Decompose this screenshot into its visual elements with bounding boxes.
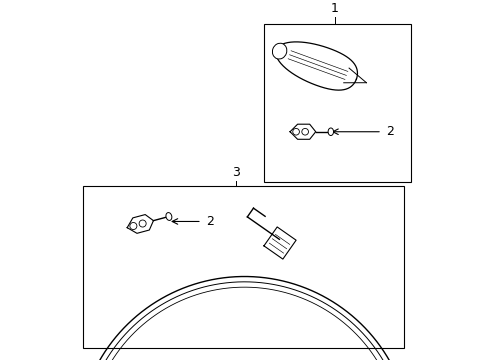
Text: 2: 2 xyxy=(386,125,393,138)
Text: 1: 1 xyxy=(330,3,338,15)
Bar xyxy=(82,186,404,347)
Text: 3: 3 xyxy=(231,166,239,179)
Text: 2: 2 xyxy=(206,215,214,228)
Circle shape xyxy=(130,222,137,230)
Ellipse shape xyxy=(272,43,286,59)
Circle shape xyxy=(292,129,299,135)
Circle shape xyxy=(139,220,146,227)
Ellipse shape xyxy=(165,212,171,220)
Bar xyxy=(264,24,411,183)
Ellipse shape xyxy=(327,128,333,135)
Circle shape xyxy=(301,129,308,135)
